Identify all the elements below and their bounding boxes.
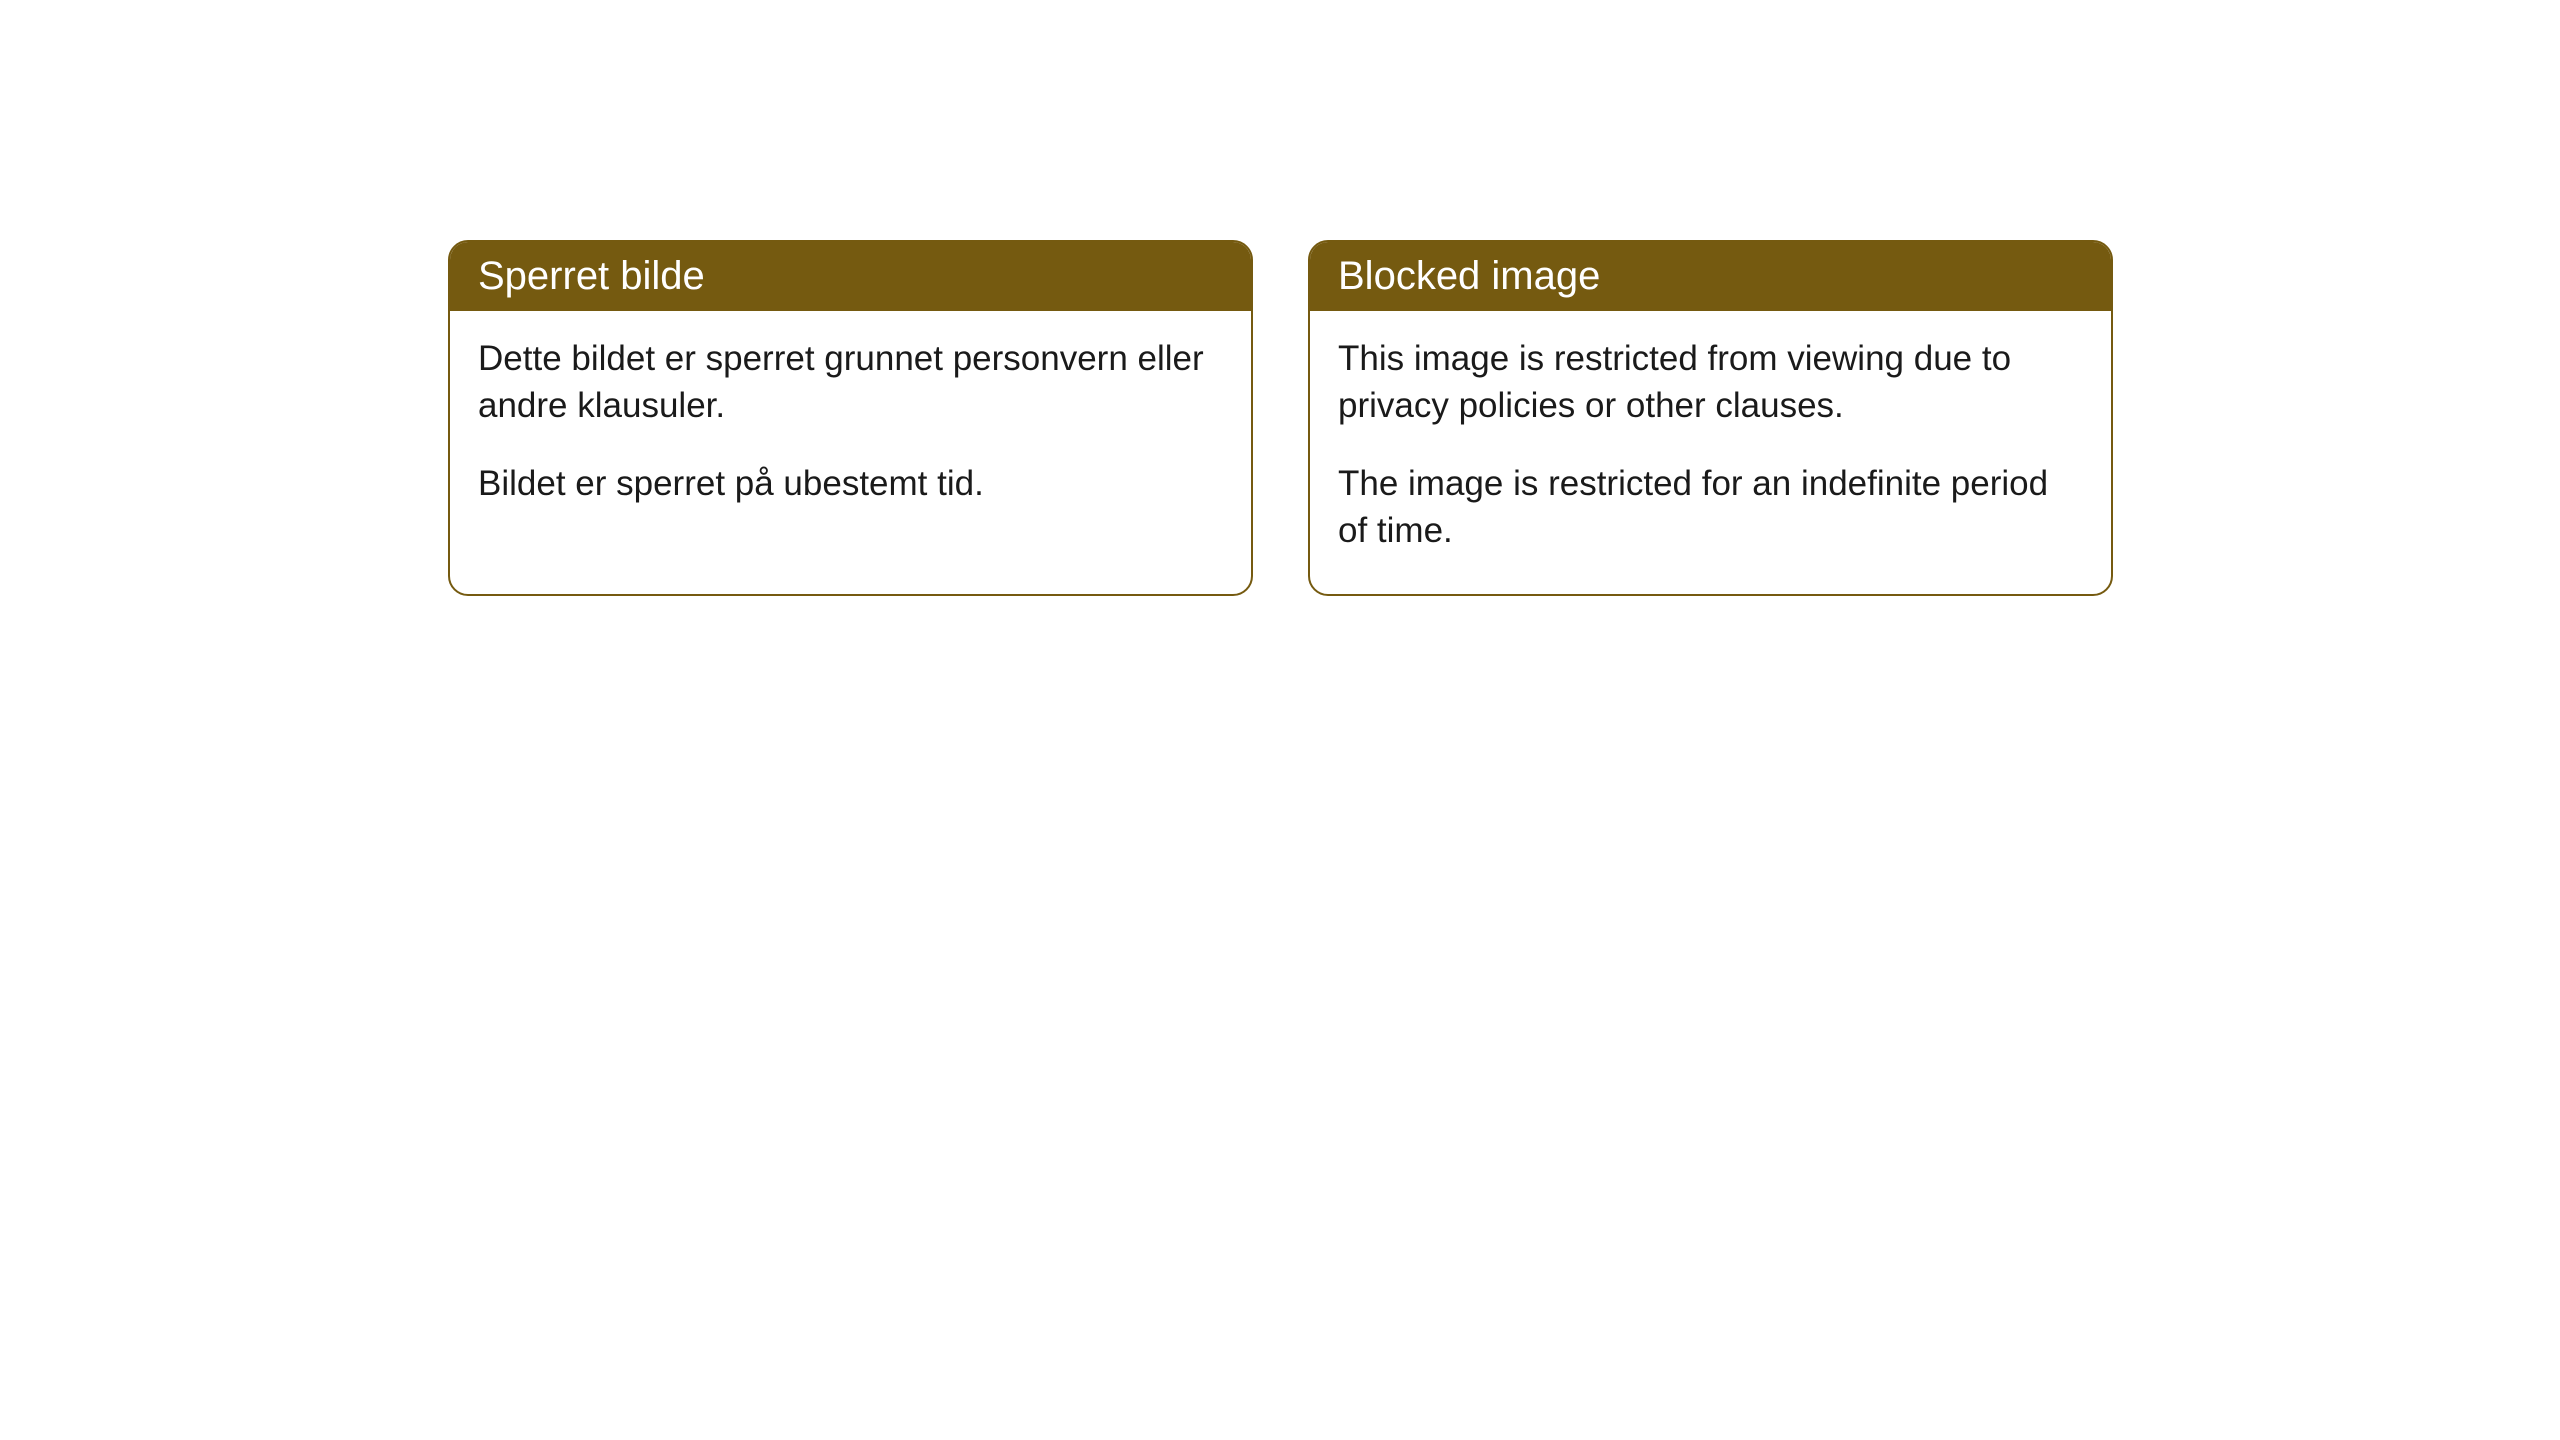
card-header-norwegian: Sperret bilde xyxy=(450,242,1251,311)
blocked-image-card-english: Blocked image This image is restricted f… xyxy=(1308,240,2113,596)
blocked-image-card-norwegian: Sperret bilde Dette bildet er sperret gr… xyxy=(448,240,1253,596)
card-paragraph: The image is restricted for an indefinit… xyxy=(1338,460,2083,555)
card-title: Sperret bilde xyxy=(478,254,705,298)
card-body-english: This image is restricted from viewing du… xyxy=(1310,311,2111,594)
notice-cards-container: Sperret bilde Dette bildet er sperret gr… xyxy=(448,240,2113,596)
card-paragraph: Dette bildet er sperret grunnet personve… xyxy=(478,335,1223,430)
card-paragraph: This image is restricted from viewing du… xyxy=(1338,335,2083,430)
card-title: Blocked image xyxy=(1338,254,1600,298)
card-header-english: Blocked image xyxy=(1310,242,2111,311)
card-paragraph: Bildet er sperret på ubestemt tid. xyxy=(478,460,1223,507)
card-body-norwegian: Dette bildet er sperret grunnet personve… xyxy=(450,311,1251,547)
